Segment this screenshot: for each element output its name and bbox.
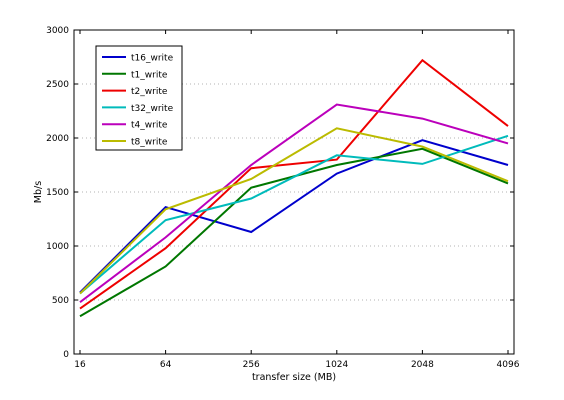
legend-label: t32_write [131,104,174,114]
x-tick-label: 16 [74,360,86,370]
y-axis: 0 500 1000 1500 2000 2500 3000 [46,26,514,360]
series-lines [79,58,509,318]
series-line-t8-write [79,127,509,295]
x-tick-label: 1024 [325,360,348,370]
y-tick-label: 1000 [46,242,69,252]
legend-box [95,45,183,151]
y-tick-label: 2500 [46,80,69,90]
y-tick-label: 500 [52,296,69,306]
x-tick-label: 64 [160,360,172,370]
y-tick-label: 3000 [46,26,69,36]
series-line-t2-write [79,58,509,310]
y-tick-label: 2000 [46,134,69,144]
x-tick-label: 2048 [411,360,434,370]
x-axis: 16 64 256 1024 2048 4096 [74,30,520,370]
legend-label: t8_write [131,138,168,148]
legend-label: t16_write [131,54,174,64]
y-tick-label: 1500 [46,188,69,198]
series-line-t16-write [79,139,509,294]
x-tick-label: 4096 [497,360,520,370]
series-line-t32-write [79,134,509,295]
x-axis-label: transfer size (MB) [252,372,336,383]
legend: t16_write t1_write t2_write t32_write t4_wri… [95,45,183,151]
legend-label: t2_write [131,87,168,97]
series-line-t4-write [79,103,509,303]
y-axis-label: Mb/s [33,181,44,203]
x-tick-label: 256 [243,360,260,370]
y-tick-label: 0 [63,350,69,360]
legend-label: t4_write [131,121,168,131]
grid [74,83,514,301]
legend-label: t1_write [131,70,168,80]
